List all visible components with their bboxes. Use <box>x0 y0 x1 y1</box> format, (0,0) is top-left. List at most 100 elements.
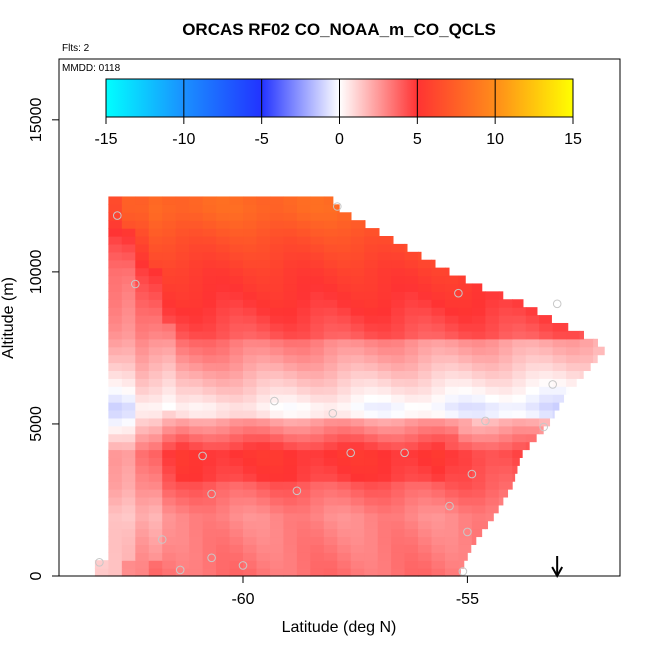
heatmap-cell <box>350 441 365 451</box>
heatmap-cell <box>471 433 486 443</box>
heatmap-cell <box>404 512 419 522</box>
heatmap-cell <box>404 528 419 538</box>
heatmap-cell <box>431 378 446 387</box>
heatmap-cell <box>121 528 136 538</box>
heatmap-cell <box>310 568 325 577</box>
heatmap-cell <box>148 212 163 221</box>
heatmap-cell <box>108 568 123 577</box>
heatmap-cell <box>310 409 325 419</box>
heatmap-cell <box>444 283 460 292</box>
heatmap-cell <box>337 520 352 530</box>
heatmap-cell <box>121 370 136 379</box>
heatmap-cell <box>337 370 352 379</box>
heatmap-cell <box>391 275 406 285</box>
heatmap-cell <box>283 568 298 577</box>
heatmap-cell <box>229 528 244 538</box>
heatmap-cell <box>539 409 554 419</box>
heatmap-cell <box>269 386 284 395</box>
y-axis-label: Altitude (m) <box>0 277 17 359</box>
heatmap-cell <box>566 322 569 332</box>
heatmap-cell <box>283 212 298 221</box>
heatmap-cell <box>202 307 217 316</box>
heatmap-cell <box>243 196 258 205</box>
heatmap-cell <box>377 568 392 577</box>
heatmap-cell <box>337 275 352 285</box>
heatmap-cell <box>189 528 204 538</box>
heatmap-cell <box>216 212 231 221</box>
heatmap-cell <box>162 204 177 213</box>
heatmap-cell <box>364 228 379 237</box>
heatmap-cell <box>296 251 311 261</box>
heatmap-cell <box>256 417 271 427</box>
heatmap-cell <box>135 457 150 466</box>
heatmap-cell <box>283 402 298 411</box>
heatmap-cell <box>418 560 433 569</box>
heatmap-cell <box>471 315 486 324</box>
heatmap-cell <box>216 346 231 356</box>
heatmap-cell <box>216 370 231 379</box>
heatmap-cell <box>296 354 311 364</box>
heatmap-cell <box>323 496 338 506</box>
heatmap-cell <box>175 394 190 403</box>
heatmap-cell <box>498 378 513 387</box>
heatmap-cell <box>283 465 298 474</box>
heatmap-cell <box>552 394 565 403</box>
heatmap-cell <box>135 489 150 498</box>
heatmap-cell <box>377 457 392 466</box>
heatmap-cell <box>229 275 244 285</box>
heatmap-cell <box>404 338 419 348</box>
heatmap-cell <box>498 338 513 348</box>
sample-point <box>292 486 302 496</box>
heatmap-cell <box>337 394 352 403</box>
heatmap-cell <box>202 243 217 253</box>
heatmap-cell <box>229 322 244 332</box>
heatmap-cell <box>310 520 325 530</box>
heatmap-cell <box>458 520 473 530</box>
heatmap-cell <box>243 457 258 466</box>
heatmap-cell <box>202 338 217 348</box>
heatmap-cell <box>108 212 123 221</box>
heatmap-cell <box>485 425 500 435</box>
heatmap-cell <box>471 378 486 387</box>
heatmap-cell <box>256 338 271 348</box>
heatmap-cell <box>418 433 433 443</box>
heatmap-cell <box>243 370 258 379</box>
heatmap-cell <box>391 457 406 466</box>
heatmap-cell <box>525 315 540 324</box>
heatmap-cell <box>162 330 177 340</box>
heatmap-cell <box>498 425 513 435</box>
heatmap-cell <box>216 307 231 316</box>
heatmap-cell <box>404 496 419 506</box>
heatmap-cell <box>418 259 433 269</box>
heatmap-cell <box>108 378 123 387</box>
heatmap-cell <box>471 402 486 411</box>
heatmap-cell <box>364 307 379 316</box>
heatmap-cell <box>364 441 379 451</box>
heatmap-cell <box>377 394 392 403</box>
heatmap-cell <box>579 330 584 340</box>
heatmap-cell <box>175 425 190 435</box>
heatmap-cell <box>458 552 468 561</box>
heatmap-cell <box>243 465 258 474</box>
heatmap-cell <box>269 560 284 569</box>
heatmap-cell <box>552 330 567 340</box>
heatmap-cell <box>256 489 271 498</box>
heatmap-cell <box>108 299 123 308</box>
heatmap-cell <box>216 417 231 427</box>
heatmap-cell <box>202 536 217 545</box>
heatmap-cell <box>189 496 204 506</box>
heatmap-cell <box>269 465 284 474</box>
heatmap-cell <box>216 433 231 443</box>
heatmap-cell <box>377 370 392 379</box>
heatmap-cell <box>471 536 477 545</box>
heatmap-cell <box>162 504 177 514</box>
heatmap-cell <box>202 481 217 490</box>
heatmap-cell <box>108 409 123 419</box>
heatmap-cell <box>202 512 217 522</box>
heatmap-cell <box>350 378 365 387</box>
heatmap-cell <box>337 220 352 229</box>
heatmap-cell <box>202 228 217 237</box>
heatmap-cell <box>404 394 419 403</box>
heatmap-cell <box>431 560 446 569</box>
heatmap-cell <box>269 220 284 229</box>
